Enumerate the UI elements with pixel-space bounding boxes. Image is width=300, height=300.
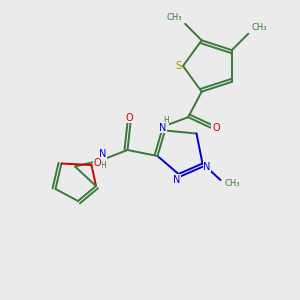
Text: N: N (99, 149, 106, 160)
Text: O: O (125, 112, 133, 123)
Text: N: N (173, 175, 181, 185)
Text: N: N (203, 161, 211, 172)
Text: N: N (159, 123, 166, 133)
Text: H: H (100, 160, 106, 169)
Text: O: O (94, 158, 101, 169)
Text: H: H (163, 116, 169, 125)
Text: CH₃: CH₃ (167, 13, 182, 22)
Text: CH₃: CH₃ (251, 23, 267, 32)
Text: S: S (176, 61, 182, 71)
Text: O: O (212, 123, 220, 133)
Text: CH₃: CH₃ (224, 179, 240, 188)
